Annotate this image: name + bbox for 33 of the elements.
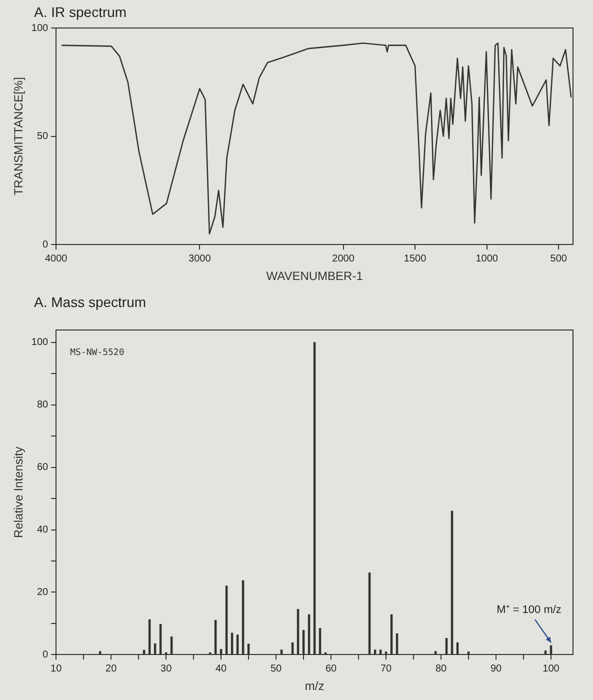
x-tick-label: 30 [160, 663, 172, 674]
annotation: MS-NW-5520 [70, 348, 124, 358]
x-tick-label: 10 [50, 663, 62, 674]
x-tick-label: 500 [550, 253, 568, 264]
y-tick-label: 50 [36, 131, 49, 142]
chart-title: A. Mass spectrum [34, 294, 146, 310]
y-tick-label: 40 [36, 524, 49, 536]
y-tick-label: 100 [31, 22, 49, 34]
x-tick-label: 60 [325, 663, 338, 674]
y-tick-label: 20 [36, 586, 49, 598]
x-tick-label: 40 [215, 663, 228, 674]
annotation: M⁺ = 100 m/z [496, 604, 562, 616]
x-tick-label: 70 [380, 663, 392, 674]
x-tick-label: 4000 [44, 253, 68, 264]
x-tick-label: 80 [435, 663, 448, 674]
y-tick-label: 0 [42, 239, 49, 250]
y-tick-label: 80 [36, 400, 49, 411]
x-tick-label: 20 [106, 663, 118, 674]
x-tick-label: 100 [542, 663, 560, 674]
x-tick-label: 90 [490, 663, 502, 674]
y-tick-label: 60 [36, 462, 49, 474]
x-tick-label: 1000 [476, 253, 498, 264]
x-axis-title: WAVENUMBER-1 [266, 269, 364, 284]
chart-title: A. IR spectrum [34, 4, 127, 20]
y-axis-title: TRANSMITTANCE[%] [12, 77, 26, 196]
y-axis-title: Relative Intensity [12, 446, 26, 538]
x-tick-label: 3000 [188, 253, 212, 264]
x-tick-label: 2000 [332, 253, 355, 264]
x-axis-title: m/z [304, 679, 324, 694]
x-tick-label: 1500 [404, 253, 427, 264]
y-tick-label: 0 [42, 649, 49, 660]
x-tick-label: 50 [270, 663, 282, 674]
y-tick-label: 100 [31, 337, 49, 348]
